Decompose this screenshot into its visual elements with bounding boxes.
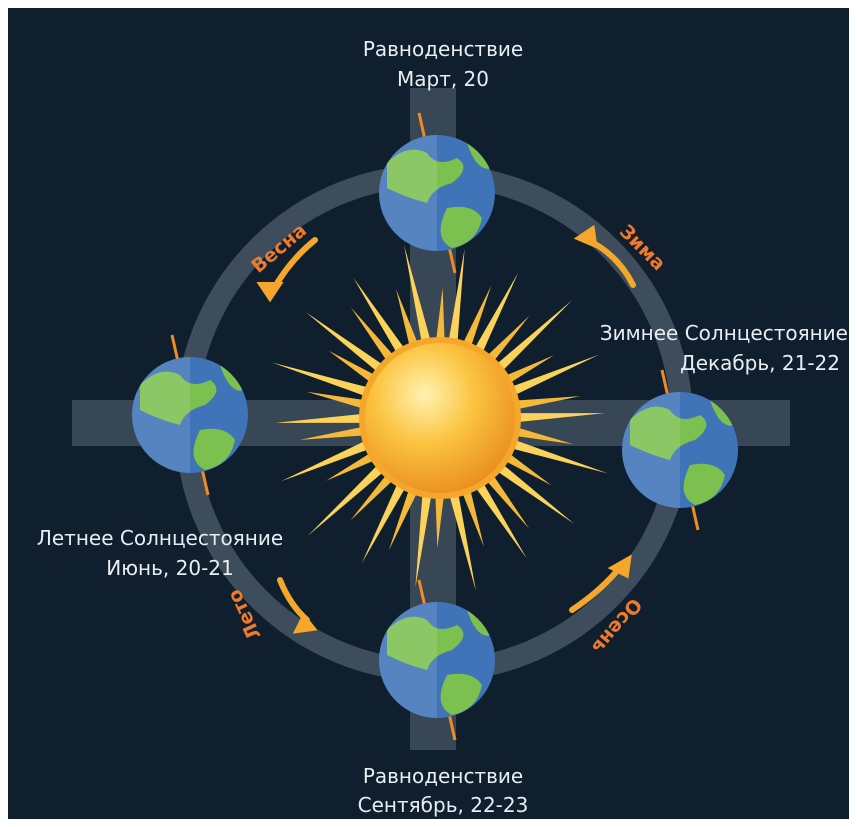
label-date: Декабрь, 21-22 xyxy=(680,351,840,375)
label-date: Сентябрь, 22-23 xyxy=(358,793,529,817)
label-title: Равноденствие xyxy=(363,37,523,61)
label-date: Март, 20 xyxy=(397,67,489,91)
seasons-diagram: Равноденствие Март, 20 Зимнее Солнцестоя… xyxy=(0,0,857,827)
label-date: Июнь, 20-21 xyxy=(106,556,234,580)
label-title: Равноденствие xyxy=(363,764,523,788)
label-title: Летнее Солнцестояние xyxy=(37,526,283,550)
label-title: Зимнее Солнцестояние xyxy=(600,321,848,345)
